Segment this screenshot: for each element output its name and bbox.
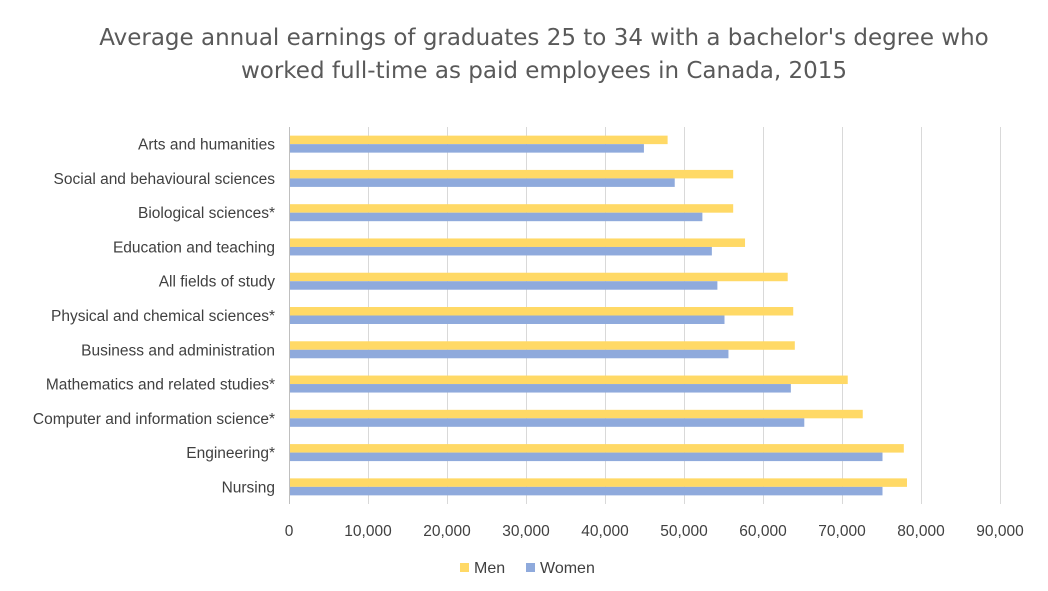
bar-men (290, 238, 746, 247)
legend-swatch-men (460, 563, 469, 572)
x-tick-label: 10,000 (344, 523, 392, 540)
chart-title-line-2: worked full-time as paid employees in Ca… (240, 58, 848, 84)
x-tick-label: 30,000 (502, 523, 550, 540)
category-label: Business and administration (81, 342, 275, 359)
bar-men (290, 169, 734, 179)
bar-men (290, 375, 848, 385)
category-label: Computer and information science* (33, 411, 275, 428)
bar-men (290, 444, 904, 453)
bar-women (290, 178, 675, 187)
bar-men (290, 409, 863, 419)
bar-women (290, 486, 883, 496)
category-label: Arts and humanities (138, 137, 275, 154)
bar-women (290, 144, 644, 153)
legend-label-women: Women (540, 560, 595, 577)
x-tick-label: 70,000 (818, 523, 866, 540)
chart-title: Average annual earnings of graduates 25 … (0, 22, 1048, 88)
x-tick-label: 50,000 (660, 523, 708, 540)
legend-label-men: Men (474, 560, 505, 577)
x-tick-label: 20,000 (423, 523, 471, 540)
category-label: Biological sciences* (138, 205, 275, 222)
x-tick-label: 80,000 (897, 523, 945, 540)
bar-women (290, 384, 791, 393)
bar-men (290, 272, 788, 282)
category-label: All fields of study (159, 274, 276, 291)
bar-women (290, 281, 718, 290)
bar-women (290, 212, 703, 222)
chart-title-line-1: Average annual earnings of graduates 25 … (99, 25, 989, 51)
bar-men (290, 478, 907, 487)
category-label: Nursing (222, 479, 275, 496)
legend-swatch-women (526, 563, 535, 572)
bar-women (290, 315, 725, 324)
x-tick-label: 90,000 (976, 523, 1024, 540)
x-tick-label: 0 (285, 523, 294, 540)
category-label: Engineering* (186, 445, 275, 462)
category-label: Social and behavioural sciences (54, 171, 276, 188)
bar-men (290, 204, 734, 213)
bar-women (290, 452, 883, 462)
bar-women (290, 349, 729, 359)
category-label: Mathematics and related studies* (46, 377, 275, 394)
category-label: Physical and chemical sciences* (51, 308, 275, 325)
bar-men (290, 307, 794, 316)
bar-men (290, 341, 795, 350)
bar-women (290, 246, 712, 256)
bar-men (290, 135, 668, 145)
bar-women (290, 418, 805, 427)
x-tick-label: 60,000 (739, 523, 787, 540)
x-tick-label: 40,000 (581, 523, 629, 540)
category-label: Education and teaching (113, 239, 275, 256)
